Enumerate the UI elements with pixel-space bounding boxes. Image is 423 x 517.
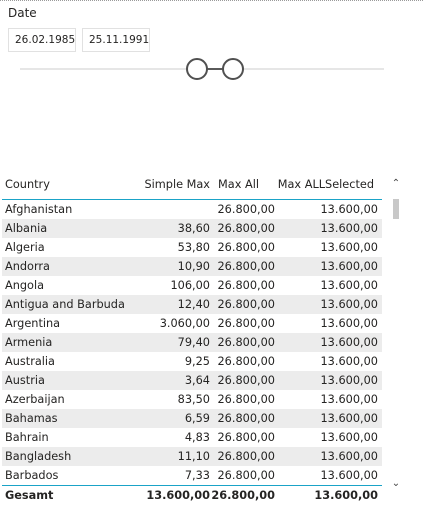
- cell-simple-max: 10,90: [177, 260, 210, 273]
- cell-max-all: 26.800,00: [217, 317, 276, 330]
- table-row[interactable]: Armenia 79,40 26.800,00 13.600,00: [2, 333, 382, 352]
- cell-max-allselected: 13.600,00: [320, 450, 379, 463]
- cell-max-allselected: 13.600,00: [320, 317, 379, 330]
- table-body: Afghanistan 26.800,00 13.600,00 Albania 38,6…: [2, 200, 382, 485]
- column-header-max-all[interactable]: Max All: [218, 178, 259, 191]
- table-row[interactable]: Azerbaijan 83,50 26.800,00 13.600,00: [2, 390, 382, 409]
- total-label: Gesamt: [5, 489, 54, 502]
- cell-max-all: 26.800,00: [217, 222, 276, 235]
- cell-country: Afghanistan: [5, 203, 73, 216]
- cell-simple-max: 3,64: [184, 374, 210, 387]
- table-row[interactable]: Bangladesh 11,10 26.800,00 13.600,00: [2, 447, 382, 466]
- cell-max-all: 26.800,00: [217, 260, 276, 273]
- cell-max-allselected: 13.600,00: [320, 203, 379, 216]
- cell-max-allselected: 13.600,00: [320, 260, 379, 273]
- cell-country: Bahamas: [5, 412, 58, 425]
- cell-simple-max: 3.060,00: [159, 317, 210, 330]
- total-max-allselected: 13.600,00: [314, 489, 378, 502]
- cell-max-allselected: 13.600,00: [320, 241, 379, 254]
- cell-max-all: 26.800,00: [217, 203, 276, 216]
- table-row[interactable]: Bahamas 6,59 26.800,00 13.600,00: [2, 409, 382, 428]
- cell-country: Bangladesh: [5, 450, 72, 463]
- cell-country: Bahrain: [5, 431, 49, 444]
- table-row[interactable]: Angola 106,00 26.800,00 13.600,00: [2, 276, 382, 295]
- total-simple-max: 13.600,00: [146, 489, 210, 502]
- table-header: Country Simple Max Max All Max ALLSelect…: [2, 170, 382, 200]
- column-header-max-allselected[interactable]: Max ALLSelected: [277, 178, 374, 191]
- cell-simple-max: 9,25: [184, 355, 210, 368]
- table-row[interactable]: Argentina 3.060,00 26.800,00 13.600,00: [2, 314, 382, 333]
- cell-simple-max: 4,83: [184, 431, 210, 444]
- cell-max-allselected: 13.600,00: [320, 374, 379, 387]
- cell-simple-max: 79,40: [177, 336, 210, 349]
- cell-max-all: 26.800,00: [217, 450, 276, 463]
- cell-simple-max: 7,33: [184, 469, 210, 482]
- cell-max-allselected: 13.600,00: [320, 431, 379, 444]
- table-row[interactable]: Afghanistan 26.800,00 13.600,00: [2, 200, 382, 219]
- cell-max-all: 26.800,00: [217, 393, 276, 406]
- cell-simple-max: 12,40: [177, 298, 210, 311]
- cell-country: Antigua and Barbuda: [5, 298, 125, 311]
- cell-max-all: 26.800,00: [217, 412, 276, 425]
- total-row: Gesamt 13.600,00 26.800,00 13.600,00: [2, 485, 382, 505]
- cell-max-all: 26.800,00: [217, 241, 276, 254]
- cell-country: Algeria: [5, 241, 45, 254]
- country-table: Country Simple Max Max All Max ALLSelect…: [2, 170, 382, 505]
- start-date-input[interactable]: 26.02.1985: [8, 28, 76, 52]
- cell-country: Andorra: [5, 260, 50, 273]
- cell-max-allselected: 13.600,00: [320, 355, 379, 368]
- table-row[interactable]: Bahrain 4,83 26.800,00 13.600,00: [2, 428, 382, 447]
- cell-max-all: 26.800,00: [217, 279, 276, 292]
- cell-max-allselected: 13.600,00: [320, 469, 379, 482]
- cell-simple-max: 83,50: [177, 393, 210, 406]
- cell-max-allselected: 13.600,00: [320, 336, 379, 349]
- total-max-all: 26.800,00: [211, 489, 275, 502]
- table-row[interactable]: Algeria 53,80 26.800,00 13.600,00: [2, 238, 382, 257]
- slider-start-handle[interactable]: [186, 58, 208, 80]
- scrollbar-thumb[interactable]: [393, 199, 399, 219]
- cell-country: Austria: [5, 374, 45, 387]
- cell-max-allselected: 13.600,00: [320, 412, 379, 425]
- cell-country: Argentina: [5, 317, 61, 330]
- cell-max-allselected: 13.600,00: [320, 298, 379, 311]
- table-row[interactable]: Albania 38,60 26.800,00 13.600,00: [2, 219, 382, 238]
- cell-max-allselected: 13.600,00: [320, 279, 379, 292]
- cell-max-allselected: 13.600,00: [320, 222, 379, 235]
- cell-max-allselected: 13.600,00: [320, 393, 379, 406]
- slider-end-handle[interactable]: [222, 58, 244, 80]
- cell-max-all: 26.800,00: [217, 431, 276, 444]
- cell-country: Angola: [5, 279, 45, 292]
- chevron-up-icon[interactable]: ⌃: [391, 178, 401, 189]
- slicer-title: Date: [8, 6, 37, 20]
- cell-max-all: 26.800,00: [217, 336, 276, 349]
- cell-simple-max: 6,59: [184, 412, 210, 425]
- cell-country: Azerbaijan: [5, 393, 65, 406]
- cell-max-all: 26.800,00: [217, 355, 276, 368]
- visual-border-top: [0, 0, 423, 1]
- cell-country: Albania: [5, 222, 48, 235]
- cell-country: Australia: [5, 355, 55, 368]
- table-row[interactable]: Barbados 7,33 26.800,00 13.600,00: [2, 466, 382, 485]
- table-row[interactable]: Australia 9,25 26.800,00 13.600,00: [2, 352, 382, 371]
- cell-country: Barbados: [5, 469, 59, 482]
- table-row[interactable]: Andorra 10,90 26.800,00 13.600,00: [2, 257, 382, 276]
- cell-simple-max: 38,60: [177, 222, 210, 235]
- end-date-input[interactable]: 25.11.1991: [82, 28, 150, 52]
- table-row[interactable]: Antigua and Barbuda 12,40 26.800,00 13.600,…: [2, 295, 382, 314]
- cell-simple-max: 11,10: [177, 450, 210, 463]
- column-header-country[interactable]: Country: [5, 178, 50, 191]
- column-header-simple-max[interactable]: Simple Max: [144, 178, 210, 191]
- cell-max-all: 26.800,00: [217, 374, 276, 387]
- cell-max-all: 26.800,00: [217, 298, 276, 311]
- slider-selected-range: [197, 68, 233, 70]
- cell-country: Armenia: [5, 336, 53, 349]
- cell-max-all: 26.800,00: [217, 469, 276, 482]
- table-row[interactable]: Austria 3,64 26.800,00 13.600,00: [2, 371, 382, 390]
- cell-simple-max: 106,00: [170, 279, 210, 292]
- chevron-down-icon[interactable]: ⌄: [391, 478, 401, 489]
- cell-simple-max: 53,80: [177, 241, 210, 254]
